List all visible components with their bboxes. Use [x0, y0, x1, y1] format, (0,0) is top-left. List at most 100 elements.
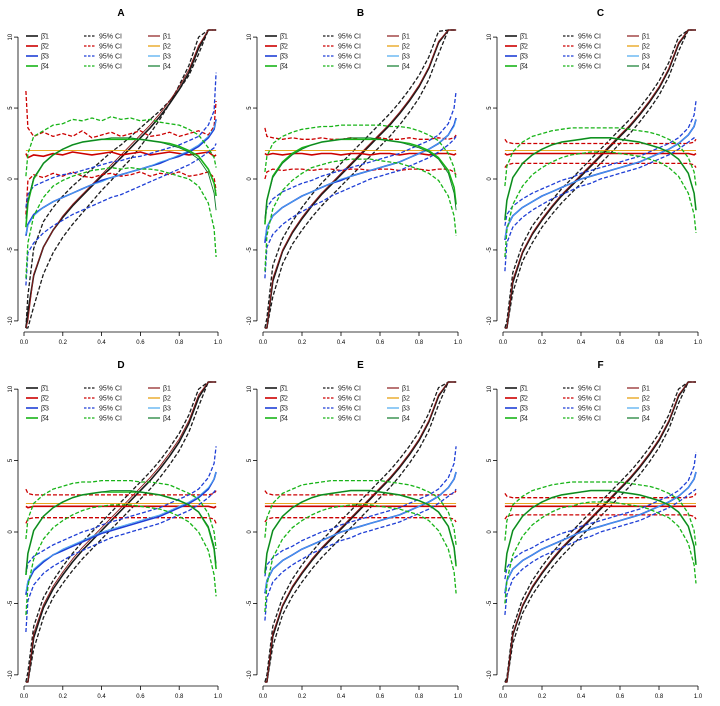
legend-label: β̂2: [520, 396, 528, 403]
series-line-14: [264, 158, 457, 272]
x-tick-label: 0.0: [499, 694, 508, 700]
series-line-6: [25, 517, 217, 524]
legend-label: 95% CI: [578, 44, 601, 51]
legend-label: β̂3: [520, 54, 528, 61]
legend: β̂1 β̂2 β̂3 β̂4 95% CI 95% CI 95% CI 95% CI β1 β2…: [505, 34, 650, 71]
y-tick-label: -5: [247, 600, 253, 606]
legend-label: β̂2: [520, 44, 528, 51]
legend-label: β̂1: [520, 34, 528, 41]
series-line-2: [264, 29, 457, 329]
legend-label: β1: [402, 386, 410, 393]
x-tick-label: 0.6: [376, 694, 385, 700]
series-line-6: [504, 514, 697, 520]
legend-label: 95% CI: [578, 54, 601, 61]
series-line-11: [264, 119, 457, 239]
y-tick-label: -5: [8, 247, 14, 253]
series-line-13: [25, 115, 217, 177]
y-tick-label: 0: [487, 177, 493, 181]
legend-label: β3: [642, 54, 650, 61]
legend-label: β̂4: [520, 64, 528, 71]
chart-panel-b: B 0.0 0.2 0.4 0.6 0.8 1.0 -10 -5 0 5 10 β̂1 β̂2 β̂3 β̂4…: [247, 8, 463, 346]
y-tick-label: -10: [487, 670, 493, 679]
y-tick-label: 5: [487, 458, 493, 462]
legend-label: 95% CI: [338, 406, 361, 413]
series-line-11: [264, 471, 457, 593]
series-line-0: [25, 29, 217, 329]
x-tick-label: 0.6: [136, 694, 145, 700]
legend-label: β̂3: [41, 406, 49, 413]
legend-label: β̂3: [41, 54, 49, 61]
series-line-3: [504, 29, 696, 329]
x-tick-label: 0.0: [259, 340, 268, 346]
x-tick-label: 0.2: [59, 694, 68, 700]
series-line-15: [504, 490, 697, 573]
legend-label: β1: [642, 34, 650, 41]
series-line-3: [264, 381, 457, 683]
series-layer: [264, 381, 457, 683]
legend-label: β1: [163, 386, 171, 393]
series-line-5: [25, 488, 217, 496]
y-tick-label: 5: [8, 106, 14, 110]
series-line-10: [25, 143, 217, 286]
legend-label: 95% CI: [338, 386, 361, 393]
y-tick-label: -10: [247, 670, 253, 679]
series-layer: [25, 381, 217, 683]
legend-label: β̂2: [41, 396, 49, 403]
chart-panel-d: D 0.0 0.2 0.4 0.6 0.8 1.0 -10 -5 0 5 10 β̂1 β̂2 β̂3 β̂4…: [8, 360, 223, 700]
series-line-15: [25, 137, 217, 219]
x-tick-label: 1.0: [694, 694, 703, 700]
y-tick-label: 10: [247, 33, 253, 40]
series-layer: [504, 29, 697, 329]
x-tick-label: 0.4: [577, 694, 586, 700]
legend-label: β3: [163, 406, 171, 413]
legend-label: 95% CI: [99, 416, 122, 423]
series-line-13: [25, 479, 217, 550]
legend-label: β̂1: [41, 34, 49, 41]
chart-panel-c: C 0.0 0.2 0.4 0.6 0.8 1.0 -10 -5 0 5 10 β̂1 β̂2 β̂3 β̂4…: [487, 8, 703, 346]
series-line-10: [264, 136, 457, 279]
y-tick-label: 0: [8, 177, 14, 181]
legend-label: 95% CI: [338, 416, 361, 423]
x-tick-label: 0.8: [655, 340, 664, 346]
legend-label: β̂4: [280, 64, 288, 71]
y-tick-label: 10: [8, 33, 14, 40]
y-tick-label: 5: [487, 106, 493, 110]
legend: β̂1 β̂2 β̂3 β̂4 95% CI 95% CI 95% CI 95% CI β1 β2…: [26, 386, 171, 423]
panel-title: A: [117, 8, 124, 19]
series-line-6: [25, 171, 217, 215]
series-line-14: [25, 504, 217, 615]
series-line-15: [264, 490, 457, 573]
series-line-2: [25, 381, 217, 683]
legend-label: 95% CI: [338, 44, 361, 51]
legend-label: 95% CI: [99, 386, 122, 393]
series-layer: [264, 29, 457, 329]
x-tick-label: 0.6: [376, 340, 385, 346]
y-tick-label: -5: [487, 600, 493, 606]
series-line-14: [25, 166, 217, 279]
legend-label: 95% CI: [578, 34, 601, 41]
series-line-15: [25, 490, 217, 573]
series-line-3: [504, 381, 696, 683]
series-line-6: [504, 162, 697, 168]
series-layer: [25, 29, 217, 329]
legend: β̂1 β̂2 β̂3 β̂4 95% CI 95% CI 95% CI 95% CI β1 β2…: [265, 386, 410, 423]
y-tick-label: -10: [8, 670, 14, 679]
legend-label: β1: [163, 34, 171, 41]
y-tick-label: 10: [487, 385, 493, 392]
series-line-0: [264, 381, 457, 683]
y-tick-label: 5: [247, 458, 253, 462]
legend-label: β4: [163, 64, 171, 71]
x-tick-label: 0.6: [616, 340, 625, 346]
x-tick-label: 1.0: [694, 340, 703, 346]
chart-panel-e: E 0.0 0.2 0.4 0.6 0.8 1.0 -10 -5 0 5 10 β̂1 β̂2 β̂3 β̂4…: [247, 360, 463, 700]
legend: β̂1 β̂2 β̂3 β̂4 95% CI 95% CI 95% CI 95% CI β1 β2…: [505, 386, 650, 423]
series-line-12: [264, 138, 457, 225]
series-line-14: [504, 501, 697, 604]
x-tick-label: 0.4: [337, 340, 346, 346]
series-line-9: [264, 90, 457, 222]
legend-label: 95% CI: [338, 34, 361, 41]
series-line-11: [25, 471, 217, 593]
series-line-15: [504, 137, 697, 219]
x-tick-label: 0.0: [20, 694, 29, 700]
legend-label: β2: [642, 396, 650, 403]
